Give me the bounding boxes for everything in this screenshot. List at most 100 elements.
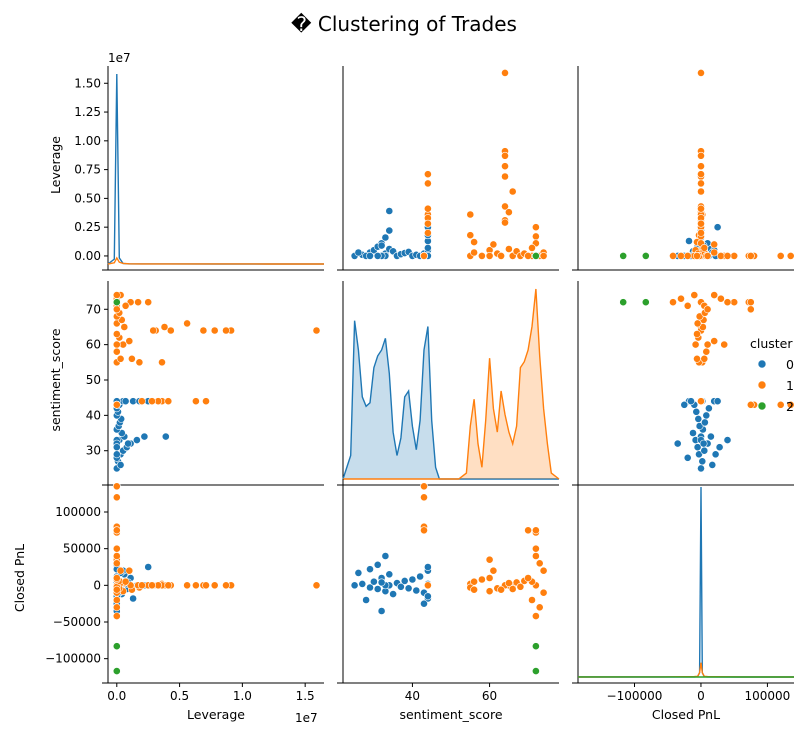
panel-sent-vs-pnl — [572, 281, 795, 486]
point-cluster-1 — [423, 228, 432, 237]
point-cluster-1 — [504, 245, 513, 253]
point-cluster-0 — [112, 450, 121, 459]
point-cluster-1 — [776, 400, 785, 409]
point-cluster-1 — [539, 588, 548, 597]
point-cluster-1 — [504, 208, 513, 217]
point-cluster-1 — [700, 243, 709, 252]
point-cluster-1 — [710, 291, 719, 299]
point-cluster-1 — [112, 574, 121, 582]
x-tick-label: 40 — [405, 689, 420, 703]
point-cluster-0 — [698, 457, 707, 466]
legend-label-0: 0 — [786, 357, 794, 372]
point-cluster-1 — [112, 612, 121, 620]
point-cluster-2 — [532, 642, 540, 651]
pairplot-panels: 0.000.250.500.751.001.251.50Leverage3040… — [12, 66, 795, 722]
point-cluster-0 — [396, 582, 405, 591]
point-cluster-1 — [746, 298, 755, 307]
point-cluster-1 — [702, 347, 711, 356]
point-cluster-1 — [420, 493, 428, 502]
point-cluster-1 — [720, 340, 729, 349]
point-cluster-1 — [423, 219, 432, 228]
point-cluster-0 — [680, 400, 689, 409]
scatter-points — [112, 291, 321, 473]
kde-line-cluster-1 — [107, 256, 324, 265]
point-cluster-1 — [524, 574, 532, 582]
scatter-points — [619, 69, 795, 260]
point-cluster-0 — [708, 460, 717, 469]
point-cluster-1 — [539, 566, 548, 575]
legend-label-1: 1 — [786, 378, 794, 393]
kde-fill-cluster-1 — [343, 289, 559, 479]
point-cluster-0 — [373, 560, 382, 569]
point-cluster-1 — [112, 347, 121, 356]
point-cluster-1 — [112, 603, 121, 612]
y-tick-label: 0.00 — [74, 249, 101, 263]
point-cluster-0 — [381, 233, 390, 242]
point-cluster-1 — [524, 251, 532, 260]
point-cluster-2 — [112, 667, 121, 675]
scatter-points — [112, 482, 321, 675]
y-tick-label: 0.75 — [74, 163, 101, 177]
point-cluster-1 — [477, 251, 486, 260]
kde-line-cluster-0 — [578, 486, 794, 678]
panel-lev-vs-pnl — [572, 66, 795, 271]
point-cluster-1 — [121, 301, 130, 310]
point-cluster-1 — [508, 585, 517, 593]
point-cluster-0 — [140, 432, 149, 441]
point-cluster-1 — [120, 323, 129, 331]
point-cluster-1 — [730, 298, 739, 307]
point-cluster-1 — [730, 251, 739, 260]
x-axis-label: Leverage — [187, 707, 245, 722]
point-cluster-2 — [619, 251, 628, 260]
kde-line-cluster-1 — [343, 288, 560, 480]
point-cluster-0 — [366, 583, 374, 592]
point-cluster-0 — [362, 596, 370, 604]
legend-marker-2 — [757, 401, 767, 411]
point-cluster-0 — [707, 432, 715, 441]
point-cluster-1 — [191, 581, 200, 590]
point-cluster-0 — [385, 207, 394, 215]
point-cluster-0 — [416, 572, 424, 581]
point-cluster-1 — [723, 298, 732, 307]
point-cluster-1 — [112, 291, 121, 299]
point-cluster-1 — [528, 596, 536, 604]
point-cluster-1 — [532, 526, 540, 535]
point-cluster-1 — [693, 319, 702, 328]
point-cluster-1 — [697, 219, 705, 228]
point-cluster-1 — [134, 298, 142, 307]
point-cluster-1 — [669, 298, 677, 307]
point-cluster-2 — [532, 667, 540, 675]
point-cluster-1 — [149, 326, 158, 335]
point-cluster-0 — [713, 223, 722, 232]
y-tick-label: 0.50 — [74, 191, 101, 205]
point-cluster-0 — [713, 397, 722, 406]
point-cluster-0 — [366, 251, 374, 260]
point-cluster-1 — [669, 251, 677, 260]
point-cluster-1 — [504, 579, 513, 587]
point-cluster-0 — [701, 418, 709, 427]
y-tick-label: 0.25 — [74, 220, 101, 234]
point-cluster-1 — [112, 330, 121, 338]
point-cluster-1 — [470, 248, 478, 257]
panel-pnl-vs-lev: −100000 −50000 0 50000 100000 Closed PnL 0.0 0.… — [12, 479, 324, 722]
point-cluster-1 — [420, 482, 428, 491]
point-cluster-1 — [497, 585, 505, 594]
point-cluster-1 — [135, 358, 144, 367]
point-cluster-1 — [710, 337, 719, 345]
legend-marker-0 — [757, 359, 767, 369]
point-cluster-1 — [312, 326, 321, 335]
point-cluster-0 — [408, 575, 417, 584]
x-tick-label: 1.0 — [233, 689, 252, 703]
point-cluster-2 — [112, 298, 121, 307]
point-cluster-1 — [786, 251, 795, 260]
point-cluster-0 — [685, 237, 693, 245]
panel-lev-vs-lev: 0.00 0.25 0.50 0.75 1.00 1.25 1.50 Leverage — [48, 66, 324, 271]
point-cluster-0 — [412, 586, 421, 595]
x-tick-label: 100000 — [745, 689, 791, 703]
point-cluster-1 — [690, 291, 699, 299]
x-axis-label: Closed PnL — [652, 707, 720, 722]
point-cluster-1 — [112, 400, 121, 409]
y-tick-label: −100000 — [45, 652, 101, 666]
point-cluster-1 — [703, 251, 712, 260]
point-cluster-0 — [377, 578, 386, 587]
